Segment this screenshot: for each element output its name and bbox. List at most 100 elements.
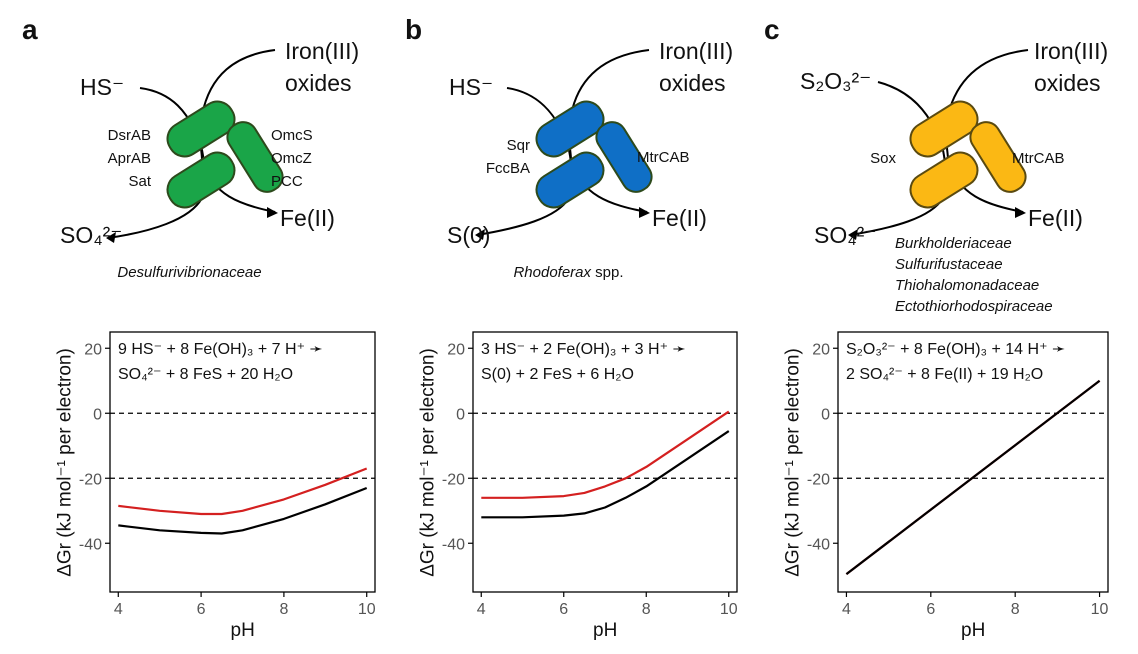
y-tick-label: 20 bbox=[812, 341, 830, 358]
protein-label: MtrCAB bbox=[637, 149, 690, 166]
enzyme-pill bbox=[166, 151, 236, 209]
acceptor-bottom: oxides bbox=[1034, 70, 1101, 96]
series-line bbox=[118, 486, 368, 535]
y-tick-label: -20 bbox=[807, 471, 830, 488]
pathway-diagram bbox=[106, 49, 284, 243]
y-tick-label: 20 bbox=[84, 341, 102, 358]
protein-label: AprAB bbox=[107, 150, 151, 167]
acceptor-top: Iron(III) bbox=[285, 38, 360, 64]
panel-a: a HS⁻ Iron(III) oxides SO₄²⁻ Fe(II) DsrA… bbox=[0, 0, 379, 654]
x-axis-label: pH bbox=[593, 620, 618, 641]
protein-label: PCC bbox=[271, 173, 303, 190]
panel-b: b HS⁻ Iron(III) oxides S(0) Fe(II) Sqr F… bbox=[379, 0, 758, 654]
organism-suffix: spp. bbox=[591, 264, 624, 281]
y-tick-label: -40 bbox=[79, 536, 102, 553]
electron-donor: S₂O₃²⁻ bbox=[800, 68, 872, 94]
y-tick-label: 0 bbox=[821, 406, 830, 423]
acceptor-bottom: oxides bbox=[659, 70, 726, 96]
organism-name: Ectothiorhodospiraceae bbox=[895, 298, 1053, 315]
plot-frame bbox=[837, 331, 1109, 593]
equation-line: S(0) + 2 FeS + 6 H₂O bbox=[481, 366, 634, 383]
chart-svg: 20 0 -20 -40 4 6 8 10 bbox=[807, 331, 1109, 618]
equation-line: 3 HS⁻ + 2 Fe(OH)₃ + 3 H⁺ ➛ bbox=[481, 341, 686, 358]
right-proteins: MtrCAB bbox=[1012, 147, 1065, 170]
enzyme-pill bbox=[909, 151, 979, 209]
x-tick-label: 8 bbox=[1011, 601, 1020, 618]
y-axis-label: ΔGr (kJ mol⁻¹ per electron) bbox=[417, 348, 439, 577]
x-tick-label: 4 bbox=[114, 601, 123, 618]
organism-name: Burkholderiaceae bbox=[895, 235, 1012, 252]
equation-line: S₂O₃²⁻ + 8 Fe(OH)₃ + 14 H⁺ ➛ bbox=[846, 341, 1066, 358]
x-tick-label: 6 bbox=[197, 601, 206, 618]
panel-letter: c bbox=[764, 14, 780, 45]
x-axis-label: pH bbox=[230, 620, 255, 641]
enzyme-pill bbox=[166, 100, 236, 158]
left-proteins: Sqr FccBA bbox=[486, 134, 530, 180]
sulfur-product: S(0) bbox=[447, 222, 491, 248]
organism-name: Rhodoferax bbox=[513, 264, 592, 281]
enzyme-pill bbox=[535, 151, 605, 209]
protein-label: Sox bbox=[870, 150, 896, 167]
protein-label: Sqr bbox=[506, 137, 530, 154]
right-proteins: MtrCAB bbox=[637, 146, 690, 169]
panel-c: c S₂O₃²⁻ Iron(III) oxides SO₄²⁻ Fe(II) S… bbox=[758, 0, 1137, 654]
panel-letter: a bbox=[22, 14, 38, 45]
panel-letter: b bbox=[405, 14, 423, 45]
reaction-equation: 9 HS⁻ + 8 Fe(OH)₃ + 7 H⁺ ➛ SO₄²⁻ + 8 FeS … bbox=[118, 337, 323, 387]
left-proteins: DsrAB AprAB Sat bbox=[108, 124, 151, 193]
sulfur-product: SO₄²⁻ bbox=[814, 222, 877, 248]
y-tick-label: 0 bbox=[93, 406, 102, 423]
chart-svg: 20 0 -20 -40 4 6 8 10 bbox=[79, 331, 376, 618]
equation-line: 2 SO₄²⁻ + 8 Fe(II) + 19 H₂O bbox=[846, 366, 1044, 383]
iron-product: Fe(II) bbox=[652, 205, 707, 231]
x-tick-label: 10 bbox=[358, 601, 376, 618]
equation-line: SO₄²⁻ + 8 FeS + 20 H₂O bbox=[118, 366, 294, 383]
protein-label: MtrCAB bbox=[1012, 150, 1065, 167]
organism-name: Thiohalomonadaceae bbox=[895, 277, 1040, 294]
right-proteins: OmcS OmcZ PCC bbox=[271, 124, 313, 193]
electron-donor: HS⁻ bbox=[80, 74, 125, 100]
x-axis-label: pH bbox=[961, 620, 986, 641]
y-tick-label: 20 bbox=[447, 341, 465, 358]
equation-line: 9 HS⁻ + 8 Fe(OH)₃ + 7 H⁺ ➛ bbox=[118, 341, 323, 358]
protein-label: OmcS bbox=[271, 127, 313, 144]
x-tick-label: 8 bbox=[279, 601, 288, 618]
series-line bbox=[845, 379, 1101, 575]
x-tick-label: 4 bbox=[477, 601, 486, 618]
plot-frame bbox=[472, 331, 738, 593]
series-line bbox=[481, 410, 730, 499]
pathway-diagram bbox=[848, 49, 1029, 240]
protein-label: OmcZ bbox=[271, 150, 312, 167]
plot-frame bbox=[109, 331, 376, 593]
enzyme-pill bbox=[595, 121, 653, 193]
acceptor-top: Iron(III) bbox=[659, 38, 734, 64]
organism-label: Burkholderiaceae Sulfurifustaceae Thioha… bbox=[895, 233, 1053, 317]
y-tick-label: -40 bbox=[807, 536, 830, 553]
reaction-equation: 3 HS⁻ + 2 Fe(OH)₃ + 3 H⁺ ➛ S(0) + 2 FeS +… bbox=[481, 337, 686, 387]
x-tick-label: 8 bbox=[642, 601, 651, 618]
protein-label: FccBA bbox=[485, 160, 530, 177]
organism-name: Desulfurivibrionaceae bbox=[117, 264, 262, 281]
series-line bbox=[481, 430, 730, 519]
acceptor-top: Iron(III) bbox=[1034, 38, 1109, 64]
reaction-equation: S₂O₃²⁻ + 8 Fe(OH)₃ + 14 H⁺ ➛ 2 SO₄²⁻ + 8 … bbox=[846, 337, 1065, 387]
enzyme-pill bbox=[909, 100, 979, 158]
iron-product: Fe(II) bbox=[280, 205, 335, 231]
electron-donor: HS⁻ bbox=[449, 74, 494, 100]
y-tick-label: -20 bbox=[442, 471, 465, 488]
enzyme-pill bbox=[969, 121, 1027, 193]
iron-product: Fe(II) bbox=[1028, 205, 1083, 231]
y-tick-label: -40 bbox=[442, 536, 465, 553]
y-tick-label: 0 bbox=[456, 406, 465, 423]
x-tick-label: 10 bbox=[720, 601, 738, 618]
series-line bbox=[118, 467, 368, 516]
protein-label: DsrAB bbox=[107, 127, 151, 144]
enzyme-pill bbox=[535, 100, 605, 158]
x-tick-label: 10 bbox=[1091, 601, 1109, 618]
x-tick-label: 6 bbox=[559, 601, 568, 618]
organism-name: Sulfurifustaceae bbox=[895, 256, 1003, 273]
y-tick-label: -20 bbox=[79, 471, 102, 488]
y-axis-label: ΔGr (kJ mol⁻¹ per electron) bbox=[782, 348, 804, 577]
protein-label: Sat bbox=[128, 173, 151, 190]
x-tick-label: 6 bbox=[926, 601, 935, 618]
